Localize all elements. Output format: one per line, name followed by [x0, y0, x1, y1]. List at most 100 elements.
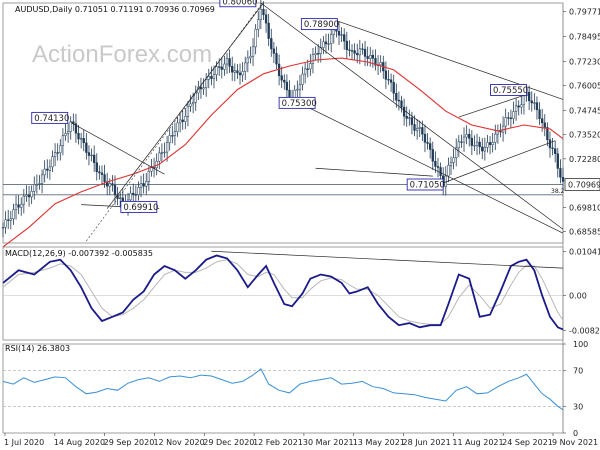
candle	[475, 133, 479, 155]
candle	[74, 113, 78, 143]
price-tick-label: 0.77230	[569, 57, 600, 66]
price-axis: 0.79771 0.78495 0.77230 0.76005 0.74745 0.735…	[563, 7, 600, 438]
macd-header: MACD(12,26,9) -0.007392 -0.005835	[5, 249, 153, 258]
candle	[165, 135, 169, 162]
candle	[160, 143, 164, 163]
candle	[79, 132, 83, 149]
macd-tick-label: 0.010416	[569, 248, 600, 257]
candle	[168, 128, 171, 151]
candle	[259, 0, 263, 30]
candle	[85, 133, 88, 160]
candle	[486, 135, 489, 153]
macd-panel	[2, 250, 564, 331]
candle	[468, 128, 471, 147]
candle	[434, 151, 437, 173]
panel-frame	[2, 2, 564, 244]
macd-main-line	[2, 254, 564, 331]
candle	[452, 148, 455, 170]
candle	[25, 185, 28, 202]
candle	[343, 28, 346, 50]
trend-line	[70, 122, 165, 175]
candle	[556, 147, 559, 178]
candle	[462, 127, 466, 152]
candle	[371, 49, 375, 68]
candle	[158, 146, 161, 170]
candle	[353, 43, 356, 61]
candle	[337, 21, 341, 46]
candle	[369, 47, 372, 67]
candle	[402, 98, 406, 126]
candle	[298, 74, 302, 99]
price-annotation: 0.69910	[120, 200, 158, 213]
candle	[460, 134, 463, 148]
candle	[139, 175, 143, 198]
candle	[241, 62, 244, 82]
price-annotation-label: 0.74130	[34, 114, 69, 124]
candle	[194, 85, 197, 111]
candle	[379, 55, 382, 73]
candle	[163, 142, 166, 158]
candle	[106, 172, 109, 196]
candle	[517, 100, 520, 116]
time-tick-label: 29 Sep 2020	[104, 438, 155, 447]
candle	[56, 143, 59, 161]
candle	[87, 145, 91, 166]
candle	[400, 95, 403, 113]
price-annotation: 0.78900	[300, 18, 339, 30]
candle	[363, 40, 367, 67]
candle	[132, 183, 135, 203]
price-tick-label: 0.72280	[569, 155, 600, 164]
candle	[429, 137, 432, 159]
candle	[64, 123, 67, 141]
candle	[488, 136, 492, 155]
candle	[272, 41, 276, 63]
candle	[389, 73, 393, 92]
candle	[14, 195, 18, 220]
price-annotation-label: 0.75550	[493, 86, 528, 96]
candle	[413, 115, 416, 137]
candle	[322, 36, 325, 55]
candle	[548, 131, 552, 158]
candle	[267, 13, 270, 47]
fib-label: 38.2	[551, 188, 565, 195]
candle	[501, 116, 505, 142]
candle	[436, 157, 440, 178]
candle	[494, 124, 497, 151]
candle	[541, 108, 544, 132]
candle	[509, 109, 513, 129]
candle	[309, 54, 312, 76]
time-tick-label: 12 Feb 2021	[253, 438, 303, 447]
candle	[142, 173, 145, 194]
panel-frame	[2, 246, 564, 341]
candle	[538, 102, 541, 125]
candle	[301, 66, 304, 91]
candle	[48, 159, 52, 180]
price-annotation: 0.80060	[219, 0, 258, 7]
time-tick-label: 30 Mar 2021	[303, 438, 354, 447]
candle	[228, 49, 231, 73]
candle	[374, 49, 377, 71]
time-tick-label: 24 Sep 2021	[502, 438, 553, 447]
candle	[551, 138, 554, 156]
price-annotation-label: 0.69910	[123, 203, 158, 213]
rsi-line	[2, 368, 564, 411]
trend-line	[106, 2, 264, 209]
candle	[72, 113, 75, 132]
candle	[348, 40, 351, 57]
candle	[238, 63, 242, 85]
price-annotation: 0.74130	[31, 111, 69, 124]
price-tick-label: 0.79771	[569, 7, 600, 16]
candle	[119, 192, 122, 208]
rsi-tick-label: 70	[573, 367, 583, 376]
candle	[465, 125, 468, 145]
candle	[33, 176, 36, 200]
price-annotation-label: 0.75300	[282, 99, 317, 109]
candle	[324, 33, 328, 54]
candle	[178, 111, 182, 133]
candle	[481, 138, 484, 160]
candle	[254, 24, 257, 55]
time-tick-label: 11 Aug 2021	[452, 438, 503, 447]
candle	[535, 96, 539, 120]
candle	[186, 101, 190, 127]
candle	[134, 185, 137, 204]
